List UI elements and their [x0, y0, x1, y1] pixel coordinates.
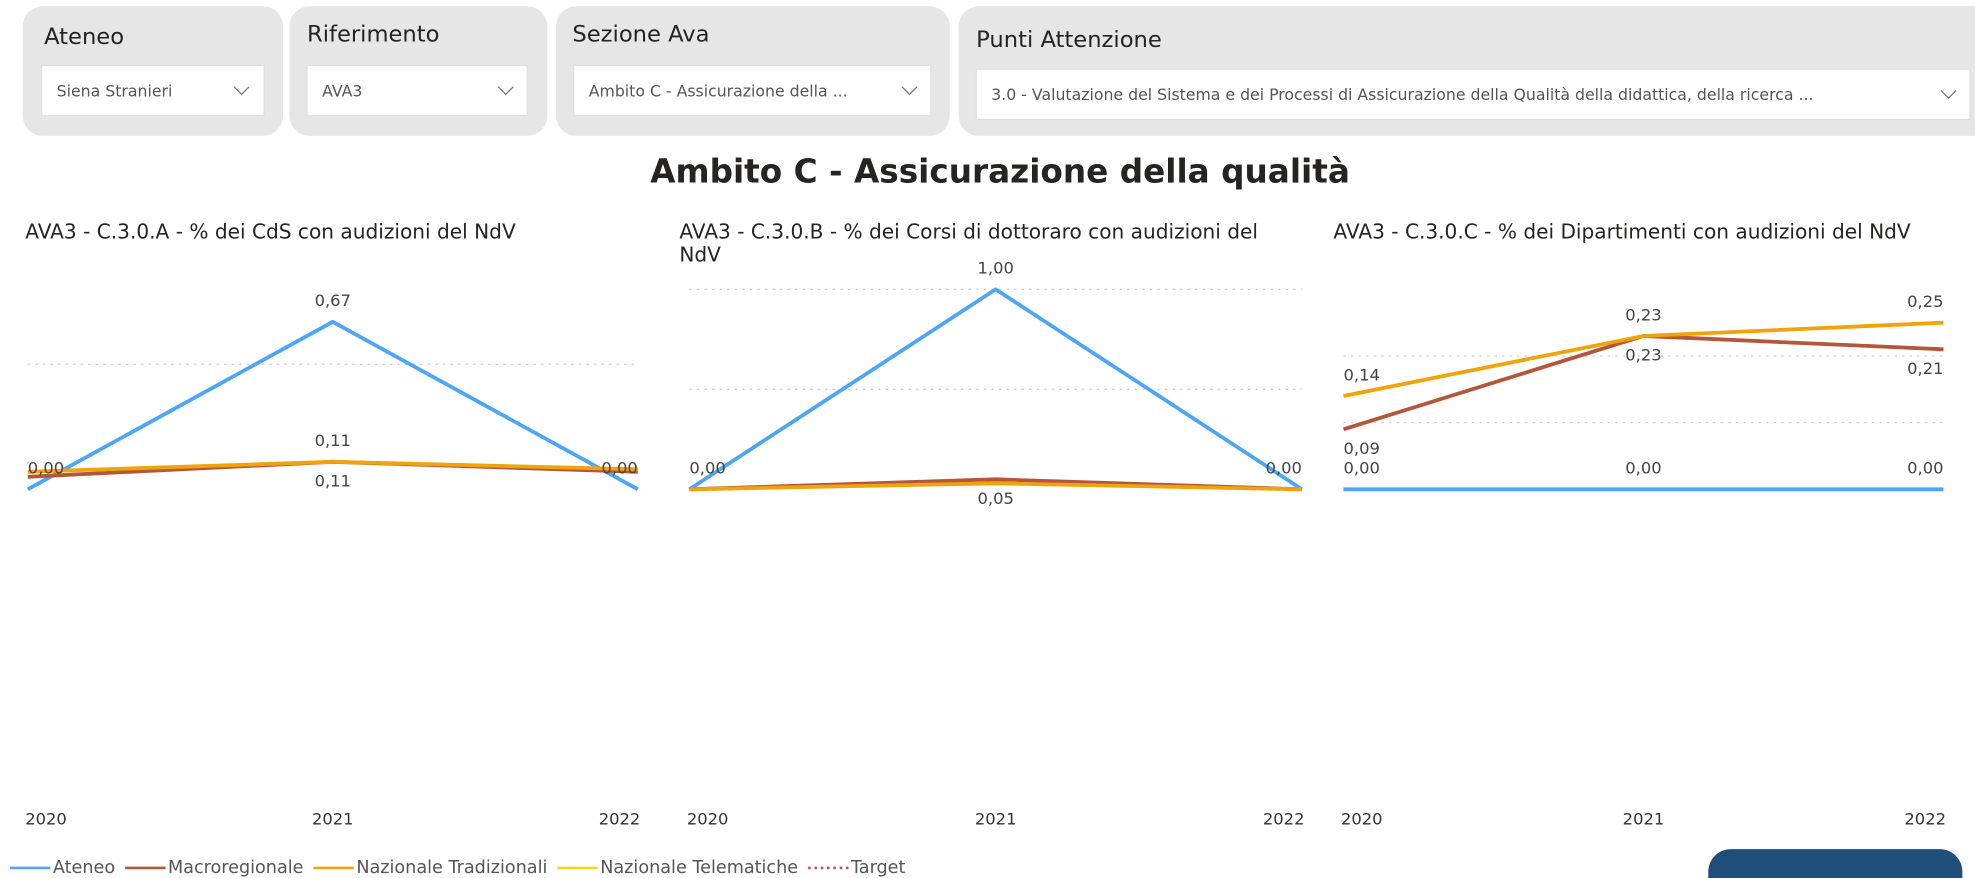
data-label: 0,00 — [28, 459, 64, 478]
data-label: 0,00 — [1625, 459, 1661, 478]
chevron — [1940, 90, 1957, 100]
data-label: 0,00 — [1343, 459, 1379, 478]
data-label: 0,05 — [977, 489, 1013, 508]
chart-title: AVA3 - C.3.0.C - % dei Dipartimenti con … — [1333, 219, 1911, 243]
dropdown-value: 3.0 - Valutazione del Sistema e dei Proc… — [991, 85, 1813, 104]
dropdown[interactable] — [40, 64, 265, 117]
series-line — [26, 319, 639, 491]
filter-label: Riferimento — [307, 22, 440, 48]
data-label: 0,00 — [689, 459, 725, 478]
x-tick-label: 2021 — [1623, 810, 1665, 829]
filter-label: Punti Attenzione — [976, 27, 1162, 53]
data-label: 0,09 — [1343, 439, 1379, 458]
x-tick-label: 2022 — [1904, 810, 1946, 829]
legend-label: Target — [850, 858, 906, 878]
series-line — [688, 287, 1304, 491]
dropdown[interactable] — [573, 64, 932, 117]
x-tick-label: 2020 — [1341, 810, 1383, 829]
series-line — [689, 481, 1303, 492]
nav-button[interactable] — [1708, 849, 1963, 878]
data-label: 0,00 — [1266, 459, 1302, 478]
chevron — [901, 86, 918, 96]
chart-title: AVA3 - C.3.0.B - % dei Corsi di dottorar… — [679, 219, 1264, 266]
data-label: 0,25 — [1907, 292, 1943, 311]
series-line — [1343, 320, 1944, 398]
data-label: 0,23 — [1625, 346, 1661, 365]
chart-title: AVA3 - C.3.0.A - % dei CdS con audizioni… — [25, 219, 516, 243]
legend-label: Nazionale Telematiche — [600, 858, 798, 878]
legend-label: Macroregionale — [168, 858, 304, 878]
dropdown-value: Ambito C - Assicurazione della ... — [589, 81, 848, 100]
legend-label: Ateneo — [53, 858, 115, 878]
dropdown[interactable] — [306, 64, 528, 117]
data-label: 0,21 — [1907, 359, 1943, 378]
x-tick-label: 2021 — [312, 810, 354, 829]
legend-label: Nazionale Tradizionali — [356, 858, 547, 878]
x-tick-label: 2020 — [687, 810, 729, 829]
dropdown-value: AVA3 — [322, 81, 362, 100]
chevron — [233, 86, 250, 96]
x-tick-label: 2022 — [1263, 810, 1305, 829]
dropdown-value: Siena Stranieri — [57, 81, 173, 100]
series-line — [27, 459, 638, 474]
x-tick-label: 2022 — [599, 810, 641, 829]
chevron — [497, 86, 514, 96]
data-label: 0,00 — [1907, 459, 1943, 478]
page-heading: Ambito C - Assicurazione della qualità — [650, 153, 1350, 191]
data-label: 0,14 — [1343, 365, 1379, 384]
filter-label: Ateneo — [44, 24, 124, 50]
x-tick-label: 2021 — [975, 810, 1017, 829]
filter-label: Sezione Ava — [572, 22, 709, 48]
data-label: 0,11 — [315, 471, 351, 490]
dropdown[interactable] — [975, 68, 1971, 121]
data-label: 1,00 — [977, 259, 1013, 278]
data-label: 0,00 — [601, 459, 637, 478]
data-label: 0,23 — [1625, 305, 1661, 324]
x-tick-label: 2020 — [25, 810, 67, 829]
data-label: 0,11 — [315, 431, 351, 450]
data-label: 0,67 — [315, 291, 351, 310]
